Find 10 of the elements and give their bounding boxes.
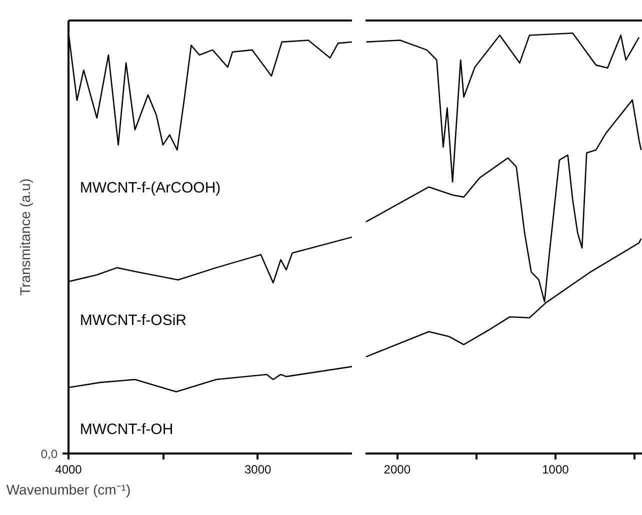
- text: 0,0: [40, 447, 58, 461]
- text: MWCNT-f-OSiR: [80, 312, 187, 330]
- text: MWCNT-f-(ArCOOH): [80, 179, 221, 196]
- x-tick-label: 3000: [244, 462, 272, 476]
- y-axis-title: Transmitance (a.u): [16, 178, 33, 296]
- x-tick-label: 4000: [55, 462, 82, 476]
- x-tick-label: 2000: [384, 462, 411, 476]
- series-label: MWCNT-f-OH: [80, 421, 174, 438]
- x-tick-label: 1000: [542, 462, 570, 476]
- x-axis-title: Wavenumber (cm⁻¹): [6, 482, 131, 498]
